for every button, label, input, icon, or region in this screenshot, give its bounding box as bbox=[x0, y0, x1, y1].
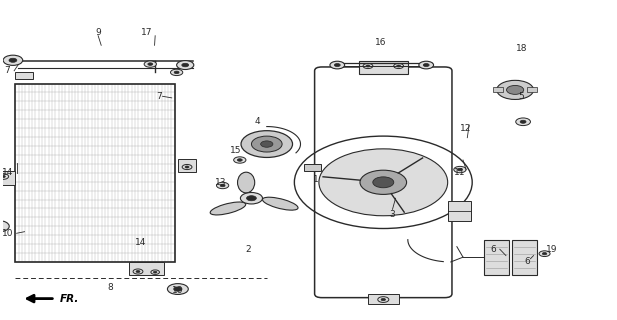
Circle shape bbox=[363, 63, 373, 68]
Circle shape bbox=[520, 120, 526, 123]
Text: 4: 4 bbox=[255, 117, 260, 126]
Text: 19: 19 bbox=[546, 245, 558, 254]
Bar bbox=[129, 262, 164, 275]
Circle shape bbox=[378, 297, 389, 302]
Circle shape bbox=[151, 270, 159, 274]
Circle shape bbox=[319, 149, 448, 216]
Circle shape bbox=[182, 164, 192, 170]
Circle shape bbox=[9, 58, 17, 62]
Circle shape bbox=[360, 170, 407, 195]
Circle shape bbox=[167, 284, 188, 294]
Circle shape bbox=[170, 69, 183, 76]
Text: FR.: FR. bbox=[60, 293, 80, 304]
Bar bbox=[493, 87, 503, 92]
Circle shape bbox=[1, 175, 6, 178]
Text: 10: 10 bbox=[2, 229, 13, 238]
Text: 6: 6 bbox=[524, 258, 530, 267]
Circle shape bbox=[144, 61, 156, 67]
Text: 16: 16 bbox=[375, 38, 386, 47]
Circle shape bbox=[516, 118, 531, 125]
Circle shape bbox=[241, 193, 262, 204]
Circle shape bbox=[174, 287, 182, 291]
Circle shape bbox=[148, 63, 153, 65]
Text: 3: 3 bbox=[389, 210, 395, 219]
Bar bbox=[178, 159, 196, 172]
Text: 10: 10 bbox=[172, 286, 184, 295]
Ellipse shape bbox=[238, 172, 255, 193]
Circle shape bbox=[0, 174, 9, 180]
Text: 13: 13 bbox=[215, 178, 226, 187]
Circle shape bbox=[260, 141, 273, 147]
Text: 12: 12 bbox=[460, 124, 472, 132]
Bar bbox=[368, 294, 399, 304]
Bar bbox=[304, 164, 321, 171]
Circle shape bbox=[419, 61, 434, 69]
Text: 8: 8 bbox=[107, 283, 114, 292]
Circle shape bbox=[238, 159, 242, 161]
Circle shape bbox=[497, 80, 534, 100]
Circle shape bbox=[373, 177, 394, 188]
Circle shape bbox=[0, 180, 1, 184]
Bar bbox=[15, 84, 175, 262]
Bar bbox=[512, 240, 537, 275]
Circle shape bbox=[454, 166, 466, 173]
Circle shape bbox=[397, 65, 400, 67]
Circle shape bbox=[133, 269, 143, 274]
Circle shape bbox=[220, 184, 225, 187]
Bar bbox=[0, 171, 15, 185]
Circle shape bbox=[252, 136, 282, 152]
Circle shape bbox=[457, 168, 462, 171]
Text: 17: 17 bbox=[141, 28, 153, 37]
Text: 2: 2 bbox=[246, 245, 251, 254]
Bar bbox=[15, 72, 33, 79]
Circle shape bbox=[381, 299, 386, 301]
Circle shape bbox=[366, 65, 370, 67]
Ellipse shape bbox=[262, 197, 298, 210]
Circle shape bbox=[394, 63, 404, 68]
Circle shape bbox=[174, 71, 179, 74]
Text: 7: 7 bbox=[157, 92, 162, 101]
Text: 7: 7 bbox=[4, 66, 10, 75]
Circle shape bbox=[330, 61, 345, 69]
Bar bbox=[484, 240, 509, 275]
Text: 14: 14 bbox=[135, 238, 147, 247]
Circle shape bbox=[136, 270, 140, 273]
Bar bbox=[528, 87, 537, 92]
Circle shape bbox=[3, 55, 23, 65]
Circle shape bbox=[247, 196, 256, 201]
Bar bbox=[448, 201, 471, 220]
Text: 9: 9 bbox=[95, 28, 101, 37]
Circle shape bbox=[217, 182, 229, 189]
Circle shape bbox=[176, 60, 194, 69]
Circle shape bbox=[241, 131, 292, 157]
Circle shape bbox=[234, 157, 246, 163]
Circle shape bbox=[182, 63, 189, 67]
Circle shape bbox=[185, 166, 189, 168]
Ellipse shape bbox=[210, 202, 246, 215]
Circle shape bbox=[539, 251, 550, 257]
Text: 14: 14 bbox=[2, 168, 13, 177]
Circle shape bbox=[507, 85, 524, 94]
Circle shape bbox=[542, 252, 547, 255]
Text: 5: 5 bbox=[518, 92, 524, 101]
Circle shape bbox=[0, 220, 9, 232]
Circle shape bbox=[423, 64, 429, 67]
Text: 15: 15 bbox=[230, 146, 242, 155]
Circle shape bbox=[154, 271, 157, 273]
Text: 6: 6 bbox=[491, 245, 497, 254]
Bar bbox=[358, 61, 408, 74]
Circle shape bbox=[334, 64, 340, 67]
Text: 1: 1 bbox=[313, 175, 319, 184]
Text: 18: 18 bbox=[516, 44, 527, 53]
Circle shape bbox=[0, 224, 2, 228]
Text: 11: 11 bbox=[454, 168, 466, 177]
